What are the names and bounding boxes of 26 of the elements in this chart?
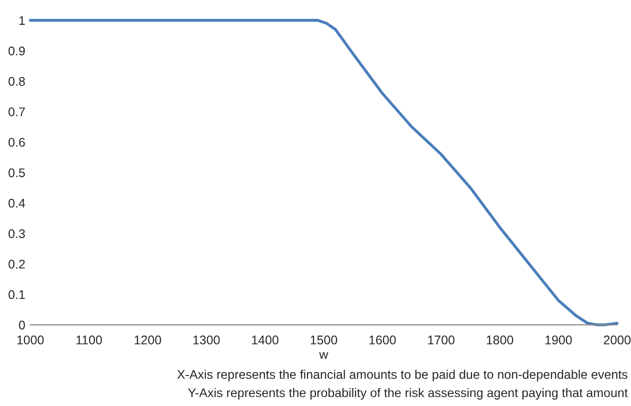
y-tick-label: 0.9 <box>8 46 25 56</box>
x-tick-label: 1200 <box>134 336 162 344</box>
y-tick-label: 0.5 <box>8 168 25 178</box>
x-tick-label: 1300 <box>193 336 220 344</box>
x-tick-label: 1500 <box>310 336 338 344</box>
line-series <box>28 18 619 326</box>
y-tick-label: 0.3 <box>8 229 25 238</box>
x-tick-label: 1800 <box>486 336 514 344</box>
y-tick-label: 0.1 <box>8 290 25 299</box>
text: Y-Axis represents the probability of the risk assessing agent paying that amount <box>188 388 628 400</box>
x-tick-label: 1400 <box>252 336 278 344</box>
x-tick-label: 1000 <box>17 336 44 344</box>
text: X-Axis represents the financial amounts to be paid due to non-dependable events <box>177 370 628 382</box>
x-tick-label: 1700 <box>428 336 454 344</box>
x-tick-label: 2000 <box>604 336 631 344</box>
y-tick-label: 0 <box>18 320 25 330</box>
y-tick-label: 0.2 <box>8 260 25 269</box>
x-tick-label: 1600 <box>369 336 396 344</box>
y-tick-label: 0.6 <box>8 138 25 147</box>
y-tick-label: 1 <box>19 16 25 25</box>
x-tick-label: 1900 <box>545 336 572 344</box>
y-tick-label: 0.8 <box>8 77 25 86</box>
y-tick-label: 0.4 <box>8 198 26 208</box>
x-axis-title: w <box>319 352 328 359</box>
x-tick-label: 1100 <box>76 336 102 344</box>
y-tick-label: 0.7 <box>8 107 25 116</box>
